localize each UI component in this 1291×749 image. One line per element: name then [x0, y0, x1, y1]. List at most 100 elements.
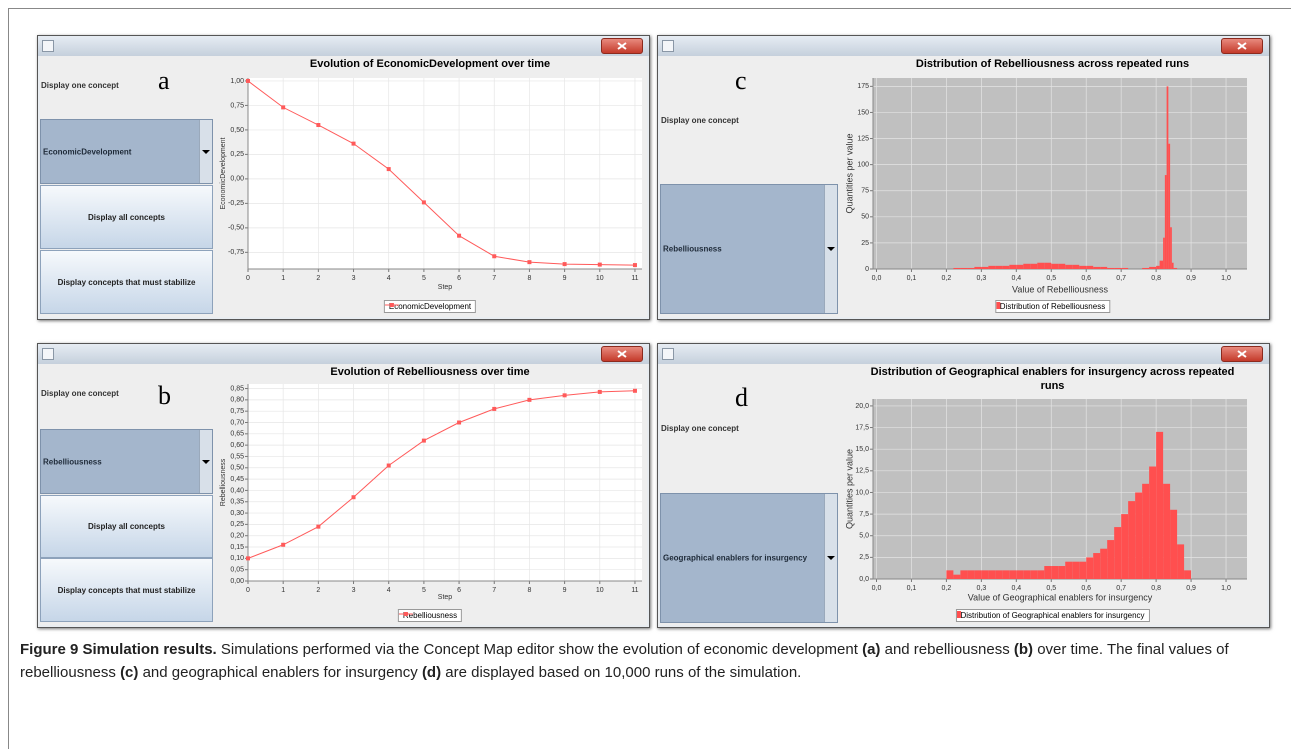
bar: [1023, 570, 1030, 579]
bar: [953, 575, 960, 579]
bar: [1093, 267, 1100, 269]
x-tick-label: 1,0: [1221, 585, 1231, 592]
point: [316, 525, 320, 529]
bar: [1121, 514, 1128, 579]
bar: [967, 570, 974, 579]
close-button: [1221, 38, 1263, 54]
x-tick-label: 0,0: [872, 585, 882, 592]
x-tick-label: 0,5: [1046, 275, 1056, 282]
x-tick-label: 4: [387, 275, 391, 282]
point: [527, 260, 531, 264]
y-tick-label: 0,40: [230, 487, 244, 494]
chart-svg: 0,02,55,07,510,012,515,017,520,00,00,10,…: [838, 364, 1267, 625]
legend-label: EconomicDevelopment: [389, 302, 471, 311]
chart: 0,000,050,100,150,200,250,300,350,400,45…: [213, 364, 647, 625]
dropdown-arrow-area: [199, 430, 212, 493]
concept-dropdown[interactable]: Rebelliousness: [40, 429, 213, 494]
display-label: Display one concept: [41, 389, 119, 398]
y-tick-label: 0,75: [230, 408, 244, 415]
y-axis-label: EconomicDevelopment: [220, 137, 227, 209]
window: aDisplay one conceptEconomicDevelopmentD…: [37, 35, 650, 320]
bar: [1009, 265, 1016, 269]
x-tick-label: 0,6: [1081, 585, 1091, 592]
concept-dropdown[interactable]: Geographical enablers for insurgency: [660, 493, 838, 623]
button[interactable]: Display all concepts: [40, 185, 213, 249]
dropdown-value: Rebelliousness: [663, 245, 722, 254]
dropdown-arrow: [202, 460, 210, 464]
bar: [1167, 86, 1169, 269]
bar: [981, 267, 988, 269]
caption: Figure 9 Simulation results. Simulations…: [20, 638, 1275, 684]
panel-letter: b: [158, 383, 171, 409]
bar: [1030, 570, 1037, 579]
x-tick-label: 0,5: [1046, 585, 1056, 592]
bar: [1079, 562, 1086, 579]
display-label: Display one concept: [661, 424, 739, 433]
x-tick-label: 0,9: [1186, 585, 1196, 592]
button[interactable]: Display concepts that must stabilize: [40, 558, 213, 622]
y-tick-label: 0,45: [230, 476, 244, 483]
bar: [1172, 263, 1174, 269]
bar: [1002, 570, 1009, 579]
plot-area: [248, 78, 642, 269]
y-axis-label: Quantities per value: [844, 449, 854, 529]
x-tick-label: 1: [281, 275, 285, 282]
bar: [953, 268, 960, 269]
legend: EconomicDevelopment: [384, 300, 476, 313]
button[interactable]: Display all concepts: [40, 495, 213, 558]
close-glyph: [1238, 43, 1246, 49]
bar: [1163, 484, 1170, 579]
window: dDisplay one conceptGeographical enabler…: [657, 343, 1270, 628]
y-tick-label: -0,75: [228, 249, 244, 256]
y-tick-label: 15,0: [855, 446, 869, 453]
legend: Distribution of Rebelliousness: [995, 300, 1110, 313]
bar: [1058, 566, 1065, 579]
y-tick-label: 100: [857, 161, 869, 168]
bar: [974, 570, 981, 579]
dropdown-arrow-area: [824, 185, 837, 313]
y-tick-label: 0,80: [230, 397, 244, 404]
dropdown-arrow: [202, 150, 210, 154]
chart-title: Evolution of Rebelliousness over time: [235, 365, 625, 379]
x-tick-label: 7: [492, 275, 496, 282]
y-tick-label: 17,5: [855, 424, 869, 431]
caption-title: Figure 9 Simulation results.: [20, 641, 217, 658]
bar: [1030, 264, 1037, 269]
concept-dropdown[interactable]: EconomicDevelopment: [40, 119, 213, 184]
bar: [1009, 570, 1016, 579]
x-tick-label: 0,8: [1151, 275, 1161, 282]
dropdown-value: Rebelliousness: [43, 457, 102, 466]
control-panel: b Display one concept Rebelliousness Displa…: [40, 364, 213, 625]
concept-dropdown[interactable]: Rebelliousness: [660, 184, 838, 314]
legend-swatch: [996, 302, 1000, 309]
point: [563, 393, 567, 397]
y-tick-label: 0,0: [859, 576, 869, 583]
title-bar: [38, 36, 649, 56]
x-tick-label: 9: [563, 587, 567, 594]
title-bar: [658, 36, 1269, 56]
bar: [1135, 492, 1142, 579]
bar: [1065, 562, 1072, 579]
dropdown-arrow: [827, 247, 835, 251]
y-tick-label: 7,5: [859, 511, 869, 518]
point: [281, 543, 285, 547]
bar: [1128, 501, 1135, 579]
y-tick-label: 5,0: [859, 533, 869, 540]
chart-title: Evolution of EconomicDevelopment over ti…: [235, 57, 625, 71]
bar: [1170, 510, 1177, 579]
x-tick-label: 0,3: [976, 585, 986, 592]
dropdown-arrow: [827, 556, 835, 560]
bar: [988, 570, 995, 579]
bar: [1177, 544, 1184, 579]
bar: [1086, 266, 1093, 269]
y-tick-label: 0,65: [230, 431, 244, 438]
y-tick-label: 175: [857, 83, 869, 90]
legend-label: Distribution of Geographical enablers fo…: [960, 611, 1144, 620]
point: [246, 556, 250, 560]
bar: [1174, 268, 1177, 269]
button[interactable]: Display concepts that must stabilize: [40, 250, 213, 314]
point: [527, 398, 531, 402]
x-tick-label: 8: [527, 275, 531, 282]
point: [457, 234, 461, 238]
title-bar: [658, 344, 1269, 364]
